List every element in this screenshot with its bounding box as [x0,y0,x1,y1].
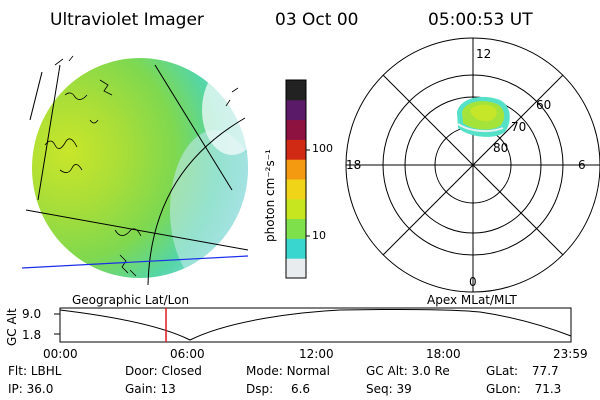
earth-disk [32,58,248,278]
xtick-label-6: 06:00 [170,347,205,361]
colorbar-segment [286,198,306,220]
colorbar-unit-label: photon cm⁻²s⁻¹ [263,149,277,242]
lat-label-60: 60 [536,98,551,112]
colorbar-segment [286,99,306,121]
mlt-label-18: 18 [346,158,361,172]
equator-line [21,255,249,269]
mlt-label-6: 6 [578,158,586,172]
colorbar-segment [286,80,306,101]
colorbar-frame [285,79,307,279]
colorbar-segment [286,218,306,239]
info-glat: GLat: 77.7 [486,364,559,378]
info-dsp: Dsp: 6.6 [246,382,311,396]
xtick-label-2359: 23:59 [553,347,588,361]
mlt-label-0: 0 [469,275,477,289]
timeline-frame [59,307,572,343]
info-gain: Gain: 13 [125,382,176,396]
colorbar [285,79,310,279]
geo-grid-lines [25,64,249,286]
xtick-label-18: 18:00 [426,347,461,361]
colorbar-segment [286,119,306,140]
colorbar-segment [286,139,306,160]
colorbar-tick-10: 10 [312,229,326,242]
info-flt: Flt: LBHL [8,364,62,378]
colorbar-segment [286,159,306,180]
gc-alt-curve [59,308,572,341]
info-mode: Mode: Normal [246,364,330,378]
ytick-label-1.8: 1.8 [22,328,41,342]
auroral-oval [457,96,510,137]
coastline-outlines [44,55,239,277]
info-door: Door: Closed [125,364,202,378]
y-axis-label: GC Alt [5,308,19,346]
instrument-title: Ultraviolet Imager [50,10,204,30]
ytick-label-9: 9.0 [22,307,41,321]
lat-label-70: 70 [511,120,526,134]
info-seq: Seq: 39 [366,382,412,396]
colorbar-segment [286,238,306,259]
mlt-label-12: 12 [476,47,491,61]
info-glon: GLon: 71.3 [486,382,562,396]
apex-label: Apex MLat/MLT [427,293,517,307]
lat-label-80: 80 [493,141,508,155]
geographic-label: Geographic Lat/Lon [72,293,189,307]
xtick-label-12: 12:00 [299,347,334,361]
colorbar-segment [286,179,306,200]
xtick-label-0: 00:00 [43,347,78,361]
polar-axis-diag2 [382,74,564,256]
timeline-plot: Geographic Lat/Lon Apex MLat/MLT 9.0 1.8… [5,293,588,361]
date-label: 03 Oct 00 [275,10,359,30]
time-label: 05:00:53 UT [428,10,533,30]
colorbar-segment [286,258,306,279]
info-gc-alt: GC Alt: 3.0 Re [366,364,450,378]
colorbar-tick-100: 100 [312,142,333,155]
info-ip: IP: 36.0 [8,382,54,396]
polar-plot: 12 0 18 6 60 70 80 [345,37,600,293]
